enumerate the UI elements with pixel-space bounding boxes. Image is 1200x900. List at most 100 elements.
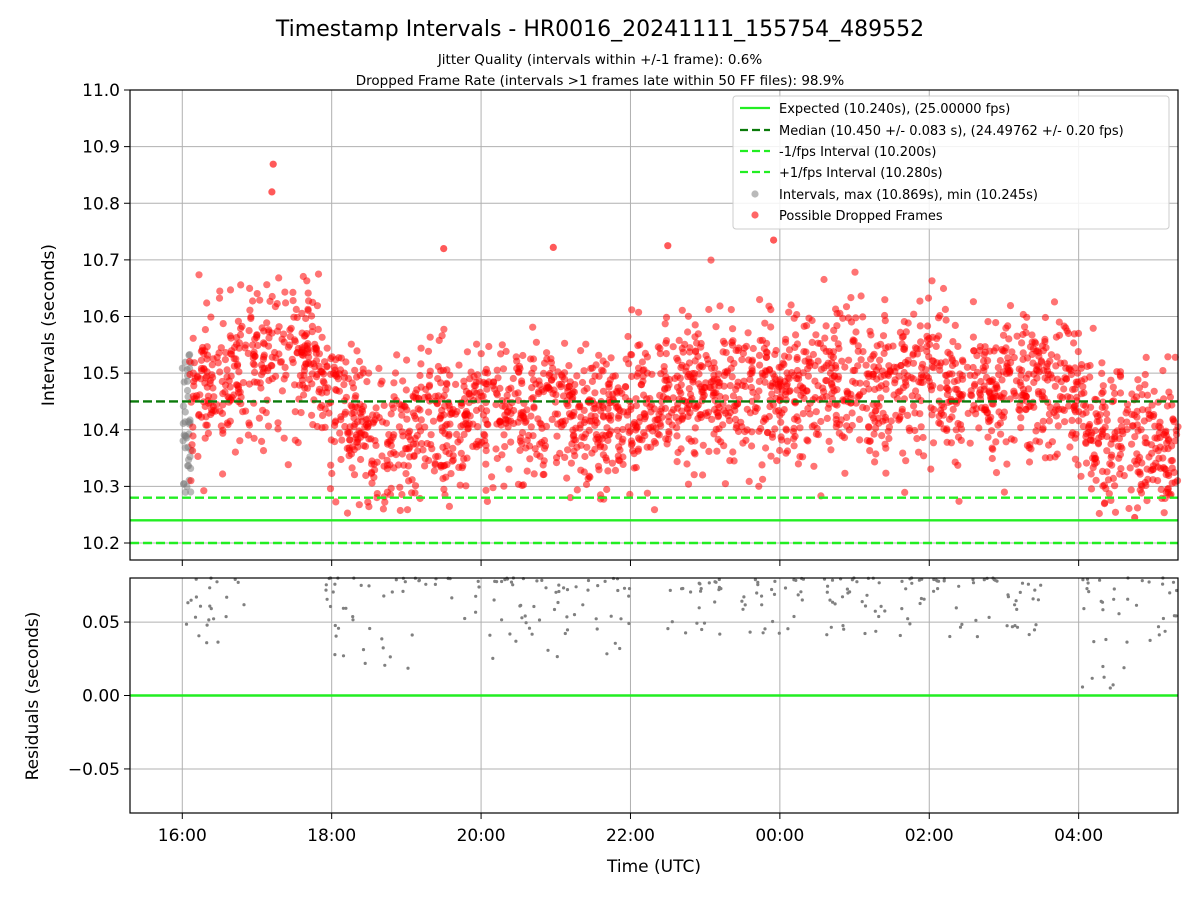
dropped-frame-point bbox=[1147, 441, 1155, 449]
dropped-frame-point bbox=[661, 320, 669, 328]
dropped-frame-point bbox=[871, 385, 879, 393]
dropped-frame-point bbox=[749, 344, 757, 353]
dropped-frame-point bbox=[216, 368, 224, 376]
residual-point bbox=[800, 598, 804, 602]
dropped-frame-point bbox=[1133, 421, 1141, 429]
dropped-frame-point bbox=[783, 437, 792, 445]
bottom-plot-x-ticks: 16:00 18:00 20:00 22:00 00:00 02:00 04:00 bbox=[158, 813, 1103, 846]
dropped-frame-point bbox=[1157, 464, 1165, 472]
dropped-frame-point bbox=[308, 312, 316, 320]
dropped-frame-point bbox=[588, 449, 596, 457]
dropped-frame-point bbox=[1087, 470, 1095, 478]
dropped-frame-point bbox=[264, 422, 273, 430]
interval-point bbox=[180, 378, 188, 386]
dropped-frame-point bbox=[995, 408, 1003, 416]
residual-point bbox=[1147, 580, 1151, 584]
residual-point bbox=[681, 586, 685, 591]
residual-point bbox=[236, 580, 240, 585]
dropped-frame-point bbox=[940, 403, 948, 411]
dropped-frame-point bbox=[954, 461, 962, 469]
dropped-frame-point bbox=[293, 313, 301, 322]
dropped-frame-point bbox=[311, 363, 319, 371]
dropped-frame-point bbox=[732, 424, 740, 432]
dropped-frame-point bbox=[627, 405, 635, 414]
dropped-frame-point bbox=[721, 480, 730, 488]
residual-point bbox=[1168, 591, 1172, 595]
residual-point bbox=[609, 614, 613, 618]
residual-point bbox=[523, 614, 527, 618]
dropped-frame-point bbox=[396, 483, 404, 491]
dropped-frame-point bbox=[582, 480, 591, 489]
dropped-frame-point bbox=[449, 444, 457, 452]
dropped-frame-point bbox=[297, 409, 305, 417]
residual-point bbox=[209, 607, 213, 611]
residual-point bbox=[919, 596, 924, 601]
dropped-frame-point bbox=[989, 445, 997, 453]
residual-point bbox=[554, 590, 558, 594]
dropped-frame-point bbox=[1123, 418, 1131, 426]
dropped-frame-point bbox=[779, 359, 787, 367]
dropped-frame-point bbox=[289, 288, 297, 296]
residual-point bbox=[1126, 597, 1130, 601]
dropped-frame-point bbox=[500, 431, 508, 439]
dropped-frame-point bbox=[505, 465, 513, 473]
dropped-frame-point bbox=[203, 299, 211, 307]
residual-point bbox=[242, 603, 246, 607]
bottom-y-tick-label: −0.05 bbox=[68, 760, 120, 780]
dropped-frame-point bbox=[780, 352, 789, 360]
dropped-frame-point bbox=[331, 418, 339, 426]
dropped-frame-point bbox=[523, 406, 531, 414]
dropped-frame-point bbox=[1002, 324, 1010, 332]
dropped-frame-point bbox=[539, 461, 547, 469]
residual-point bbox=[842, 627, 846, 631]
residual-point bbox=[828, 598, 832, 602]
dropped-frame-point bbox=[1164, 469, 1172, 477]
dropped-frame-point bbox=[712, 425, 720, 433]
dropped-frame-point bbox=[227, 334, 235, 342]
dropped-frame-point bbox=[417, 416, 425, 424]
residual-point bbox=[748, 630, 752, 634]
dropped-frame-point bbox=[635, 364, 643, 372]
dropped-frame-point bbox=[1090, 451, 1098, 459]
x-tick-label: 02:00 bbox=[905, 826, 954, 846]
residual-point bbox=[954, 606, 958, 610]
dropped-frame-point bbox=[340, 381, 348, 389]
residual-point bbox=[605, 652, 609, 656]
dropped-frame-point bbox=[399, 432, 407, 440]
dropped-frame-point bbox=[347, 340, 355, 348]
dropped-frame-point bbox=[1107, 440, 1115, 448]
dropped-frame-point bbox=[210, 393, 218, 401]
residual-point bbox=[334, 634, 338, 638]
dropped-frame-point bbox=[569, 387, 577, 395]
dropped-frame-point bbox=[197, 364, 205, 373]
residual-point bbox=[666, 627, 670, 631]
dropped-frame-point bbox=[358, 408, 367, 416]
dropped-frame-point bbox=[1019, 310, 1027, 319]
dropped-frame-point bbox=[658, 398, 666, 406]
residual-point bbox=[1010, 625, 1015, 629]
dropped-frame-point bbox=[817, 417, 825, 426]
dropped-frame-point bbox=[941, 305, 950, 313]
dropped-frame-point bbox=[440, 392, 448, 400]
dropped-frame-point bbox=[882, 444, 890, 452]
residual-point bbox=[406, 666, 410, 670]
dropped-frame-point bbox=[1052, 412, 1060, 420]
dropped-frame-point bbox=[1116, 373, 1125, 381]
dropped-frame-point bbox=[314, 270, 323, 278]
dropped-frame-point bbox=[691, 424, 699, 432]
dropped-frame-point bbox=[452, 380, 460, 388]
residual-point bbox=[341, 606, 345, 610]
residual-point bbox=[488, 633, 492, 637]
dropped-frame-point bbox=[1104, 476, 1113, 484]
residual-point bbox=[511, 583, 515, 587]
dropped-frame-point bbox=[323, 344, 331, 352]
dropped-frame-point bbox=[1167, 457, 1175, 465]
dropped-frame-point bbox=[463, 454, 471, 462]
dropped-frame-point bbox=[923, 336, 932, 344]
dropped-frame-point bbox=[426, 333, 434, 341]
dropped-frame-point bbox=[986, 347, 994, 355]
residual-point bbox=[1082, 607, 1086, 611]
dropped-frame-point bbox=[238, 322, 246, 330]
dropped-frame-point bbox=[567, 459, 576, 467]
residual-point bbox=[1117, 612, 1121, 616]
